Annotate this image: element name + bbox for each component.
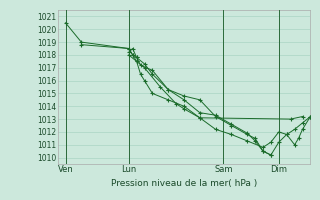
X-axis label: Pression niveau de la mer( hPa ): Pression niveau de la mer( hPa ) — [111, 179, 257, 188]
